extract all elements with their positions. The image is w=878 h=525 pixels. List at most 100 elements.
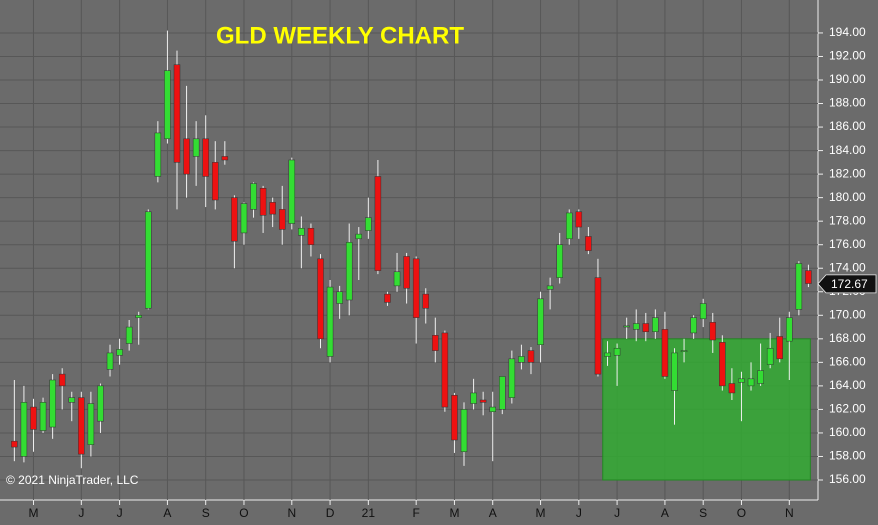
candle-body xyxy=(642,323,650,333)
candle-body xyxy=(11,440,18,448)
candle-body xyxy=(250,183,257,210)
candle-body xyxy=(355,233,363,240)
candle-body xyxy=(68,397,76,403)
y-tick-label: 194.00 xyxy=(829,25,866,39)
chart-title: GLD WEEKLY CHART xyxy=(216,22,464,49)
candle-body xyxy=(432,335,439,351)
candle-body xyxy=(604,352,611,357)
candle-body xyxy=(298,227,305,236)
y-tick-label: 188.00 xyxy=(829,96,866,110)
candle-body xyxy=(231,197,238,242)
candle-body xyxy=(680,350,688,353)
y-tick-label: 162.00 xyxy=(829,402,866,416)
x-tick-label: J xyxy=(78,506,84,520)
candle-body xyxy=(757,370,764,384)
y-tick-label: 180.00 xyxy=(829,190,866,204)
last-price-marker xyxy=(817,274,877,294)
candle-body xyxy=(345,242,353,301)
candle-body xyxy=(709,322,717,341)
candle-body xyxy=(460,409,468,453)
candle-body xyxy=(164,70,171,140)
candle-body xyxy=(49,379,56,428)
candle-body xyxy=(479,399,487,403)
candle-body xyxy=(269,202,276,215)
candle-body xyxy=(78,397,85,455)
candle-body xyxy=(240,203,248,234)
candle-body xyxy=(795,263,803,310)
x-tick-label: 21 xyxy=(362,506,376,520)
candle-body xyxy=(192,138,200,157)
candle-body xyxy=(365,217,372,231)
candle-body xyxy=(661,329,669,377)
candle-body xyxy=(613,347,621,356)
y-tick-label: 160.00 xyxy=(829,425,866,439)
candle-body xyxy=(221,156,229,161)
x-tick-label: M xyxy=(449,506,459,520)
candle-body xyxy=(719,342,726,387)
candle-body xyxy=(690,317,697,334)
candle-body xyxy=(288,159,296,224)
candle-body xyxy=(508,358,516,398)
candle-body xyxy=(106,352,114,370)
candle-body xyxy=(20,402,28,457)
x-tick-label: N xyxy=(287,506,296,520)
candle-body xyxy=(393,271,401,287)
candle-body xyxy=(537,298,544,345)
candle-body xyxy=(747,378,755,387)
y-tick-label: 178.00 xyxy=(829,213,866,227)
candle-body xyxy=(470,392,477,404)
candle-body xyxy=(135,315,142,318)
y-tick-label: 190.00 xyxy=(829,72,866,86)
candle-body xyxy=(805,270,812,284)
candle-body xyxy=(585,236,592,251)
candle-body xyxy=(632,323,640,330)
candle-body xyxy=(766,347,774,365)
y-tick-label: 182.00 xyxy=(829,166,866,180)
y-tick-label: 166.00 xyxy=(829,355,866,369)
x-tick-label: J xyxy=(614,506,620,520)
candle-body xyxy=(374,176,382,271)
candle-body xyxy=(652,317,659,333)
y-tick-label: 174.00 xyxy=(829,260,866,274)
y-tick-label: 168.00 xyxy=(829,331,866,345)
candle-body xyxy=(125,326,133,344)
candle-body xyxy=(738,378,745,383)
y-tick-label: 192.00 xyxy=(829,49,866,63)
candle-body xyxy=(776,336,783,360)
candle-body xyxy=(183,138,190,175)
candle-body xyxy=(259,187,267,216)
candle-body xyxy=(307,227,315,245)
candle-body xyxy=(97,385,104,422)
candle-body xyxy=(412,258,420,318)
candle-body xyxy=(422,293,429,309)
candle-body xyxy=(384,293,391,303)
candle-body xyxy=(317,258,324,340)
x-tick-label: S xyxy=(699,506,707,520)
candle-body xyxy=(116,349,123,356)
candle-body xyxy=(566,212,573,240)
x-tick-label: D xyxy=(326,506,335,520)
y-tick-label: 158.00 xyxy=(829,449,866,463)
candle-body xyxy=(403,256,410,289)
y-tick-label: 156.00 xyxy=(829,472,866,486)
candle-body xyxy=(499,376,506,410)
candle-body xyxy=(212,162,219,201)
candle-body xyxy=(594,277,602,375)
x-tick-label: A xyxy=(661,506,669,520)
marks xyxy=(11,30,812,481)
grid xyxy=(0,0,818,500)
candle-body xyxy=(786,317,793,342)
x-tick-label: N xyxy=(785,506,794,520)
x-tick-label: J xyxy=(117,506,123,520)
candle-body xyxy=(451,395,458,441)
candle-body xyxy=(489,406,496,413)
candle-body xyxy=(58,373,66,387)
copyright: © 2021 NinjaTrader, LLC xyxy=(6,473,139,487)
last-price-label: 172.67 xyxy=(831,277,868,291)
x-tick-label: A xyxy=(163,506,171,520)
x-tick-label: M xyxy=(536,506,546,520)
candle-body xyxy=(699,303,707,320)
candle-body xyxy=(326,286,334,357)
